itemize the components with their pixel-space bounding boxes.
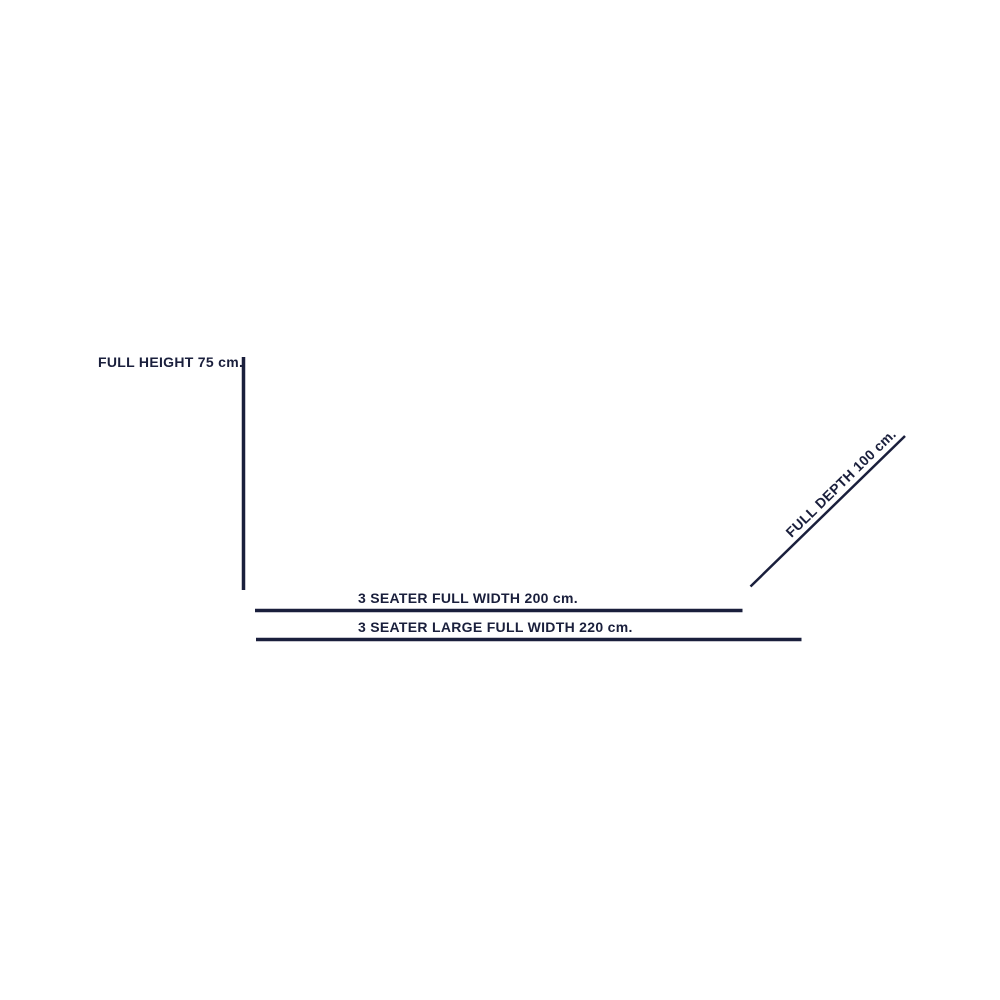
3-seater-large-full-width-label: 3 SEATER LARGE FULL WIDTH 220 cm. — [358, 619, 633, 635]
depth-dimension-line — [749, 435, 906, 588]
full-height-label: FULL HEIGHT 75 cm. — [98, 354, 244, 370]
3-seater-full-width-label: 3 SEATER FULL WIDTH 200 cm. — [358, 590, 578, 606]
